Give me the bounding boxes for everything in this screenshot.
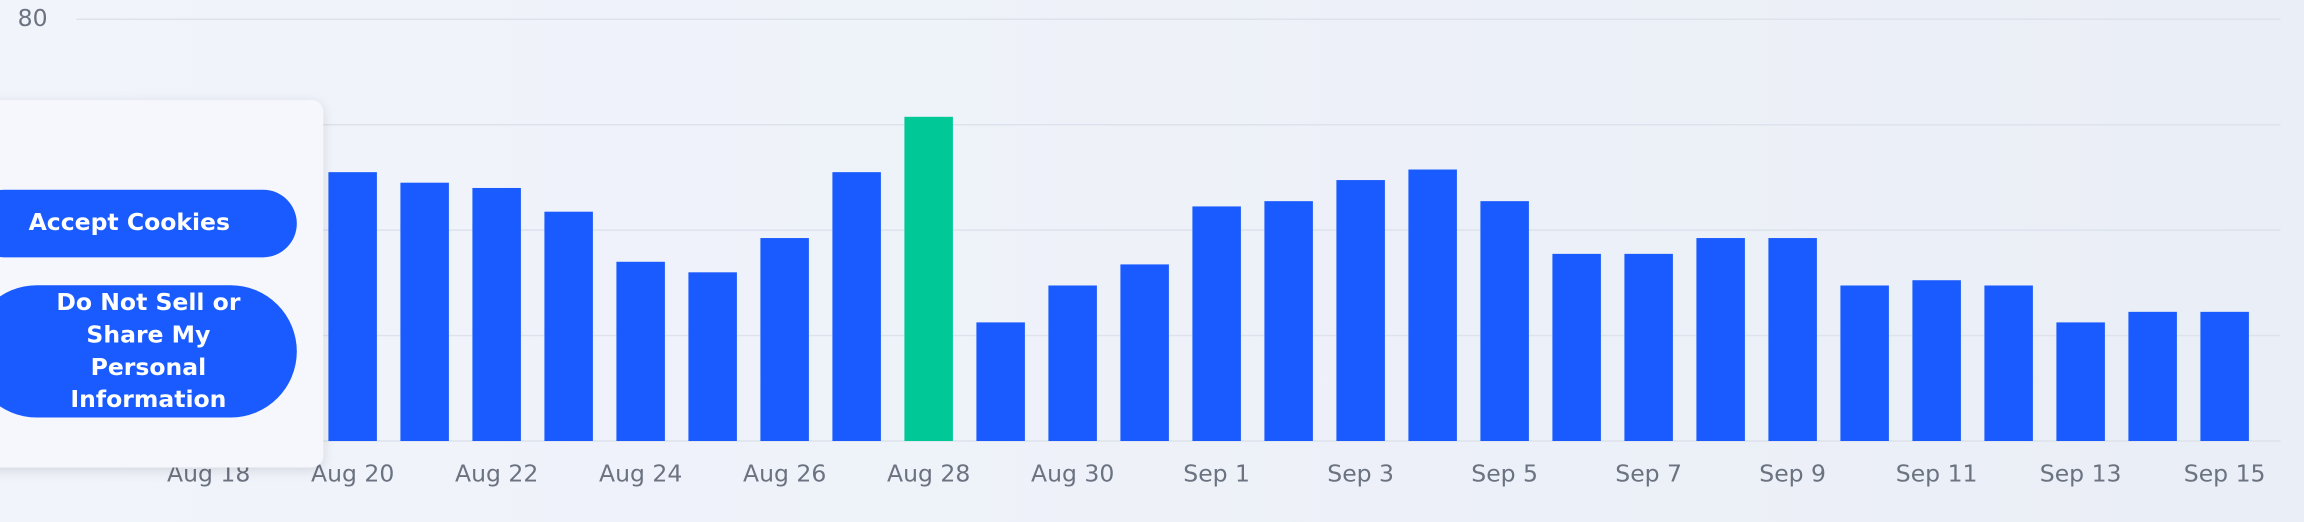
x-tick-label: Aug 30 [1031, 459, 1114, 487]
bar [760, 238, 809, 441]
bar [1984, 285, 2033, 441]
bar [1120, 264, 1169, 441]
bar [1912, 280, 1961, 441]
x-tick-label: Aug 20 [311, 459, 394, 487]
x-tick-label: Aug 28 [887, 459, 970, 487]
bar [1624, 253, 1673, 441]
bar [976, 322, 1025, 441]
x-tick-label: Sep 15 [2184, 459, 2266, 487]
bar [1192, 206, 1241, 441]
x-tick-label: Aug 24 [599, 459, 682, 487]
bar [1696, 238, 1745, 441]
bar [1336, 180, 1385, 442]
x-tick-label: Sep 1 [1183, 459, 1250, 487]
do-not-sell-wrap: Do Not Sell or Share My Personal Informa… [56, 288, 241, 414]
y-tick-label: 80 [18, 4, 48, 32]
bar [2056, 322, 2105, 441]
bar [1480, 201, 1529, 441]
x-tick-label: Sep 5 [1471, 459, 1538, 487]
bar [832, 172, 881, 441]
bar [472, 187, 521, 441]
bar [1048, 285, 1097, 441]
bar [904, 116, 953, 442]
cookie-banner: Accept Cookies Do Not Sell or Share My P… [0, 100, 324, 468]
x-tick-label: Sep 9 [1759, 459, 1826, 487]
bar [1552, 253, 1601, 441]
bar [328, 172, 377, 441]
bar [1768, 238, 1817, 441]
bar [544, 211, 593, 441]
do-not-sell-label: Do Not Sell or Share My Personal Informa… [56, 288, 241, 414]
bar [616, 261, 665, 441]
bar [688, 272, 737, 441]
bar [1408, 169, 1457, 441]
accept-button[interactable] [0, 189, 297, 258]
bar [2200, 311, 2249, 441]
accept-label: Accept Cookies [29, 208, 230, 236]
x-tick-label: Aug 26 [743, 459, 826, 487]
bar [2128, 311, 2177, 441]
bar [1264, 201, 1313, 441]
x-tick-label: Sep 7 [1615, 459, 1682, 487]
x-tick-label: Sep 13 [2040, 459, 2122, 487]
bar [400, 182, 449, 441]
x-tick-label: Sep 3 [1327, 459, 1394, 487]
x-tick-label: Aug 22 [455, 459, 538, 487]
bar [1840, 285, 1889, 441]
do-not-sell-button[interactable] [0, 285, 297, 418]
x-tick-label: Sep 11 [1896, 459, 1978, 487]
